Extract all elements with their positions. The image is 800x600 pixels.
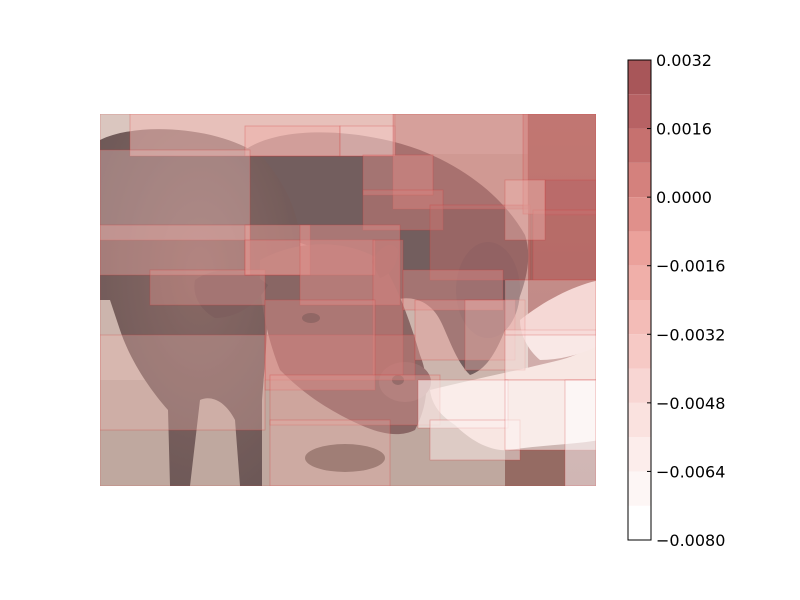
colorbar: 0.0032 0.0016 0.0000 −0.0016 −0.0032 −0.0048 −… <box>627 51 725 550</box>
attribution-region <box>504 329 596 381</box>
colorbar-band <box>628 162 651 198</box>
colorbar-band <box>628 60 651 95</box>
attribution-region <box>504 279 596 336</box>
attribution-region <box>402 269 504 311</box>
attribution-region <box>299 224 401 306</box>
puddle <box>305 444 385 472</box>
front-cow-body <box>100 129 300 486</box>
attribution-region <box>414 299 516 361</box>
attribution-region <box>392 114 529 210</box>
front-cow-eye <box>302 313 320 323</box>
attribution-region <box>532 209 596 281</box>
attribution-region <box>362 189 444 231</box>
colorbar-tick-label: 0.0032 <box>656 51 712 70</box>
attribution-region <box>129 114 396 157</box>
attribution-region <box>429 204 531 281</box>
colorbar-tick-label: −0.0080 <box>656 531 725 550</box>
colorbar-tick-label: −0.0032 <box>656 325 725 344</box>
attribution-region <box>564 379 596 486</box>
colorbar-band <box>628 94 651 129</box>
attribution-region <box>264 334 416 381</box>
colorbar-frame <box>627 59 652 541</box>
attribution-region <box>100 149 251 241</box>
front-cow-ear-left <box>194 270 268 318</box>
colorbar-bands <box>628 60 651 540</box>
attribution-overlay <box>100 114 596 486</box>
attribution-region <box>244 125 341 157</box>
attribution-region <box>339 125 396 157</box>
attribution-region <box>100 334 266 431</box>
attribution-region <box>269 419 391 486</box>
back-cow-head <box>456 242 520 338</box>
attribution-region <box>100 224 251 276</box>
colorbar-tick-label: 0.0000 <box>656 188 712 207</box>
attribution-region <box>264 299 376 391</box>
colorbar-band <box>628 471 651 506</box>
colorbar-tick-label: −0.0016 <box>656 257 725 276</box>
colorbar-band <box>628 368 651 403</box>
colorbar-band <box>628 231 651 266</box>
attribution-region <box>362 154 434 196</box>
colorbar-band <box>628 128 651 163</box>
colorbar-band <box>628 505 651 540</box>
colorbar-band <box>628 265 651 300</box>
colorbar-band <box>628 300 651 335</box>
colorbar-band <box>628 437 651 472</box>
colorbar-band <box>628 402 651 438</box>
attribution-region <box>244 224 311 276</box>
colorbar-band <box>628 197 651 232</box>
attribution-region <box>544 179 596 216</box>
attribution-region <box>372 239 404 376</box>
colorbar-tick-label: 0.0016 <box>656 120 712 139</box>
colorbar-tick-label: −0.0064 <box>656 462 725 481</box>
attribution-region <box>504 179 546 241</box>
attribution-region <box>149 269 266 306</box>
colorbar-band <box>628 334 651 369</box>
colorbar-tick-label: −0.0048 <box>656 394 725 413</box>
colorbar-ticks: 0.0032 0.0016 0.0000 −0.0016 −0.0032 −0.0048 −… <box>647 51 725 550</box>
attribution-region <box>269 374 441 426</box>
front-cow-nostril <box>392 375 404 385</box>
